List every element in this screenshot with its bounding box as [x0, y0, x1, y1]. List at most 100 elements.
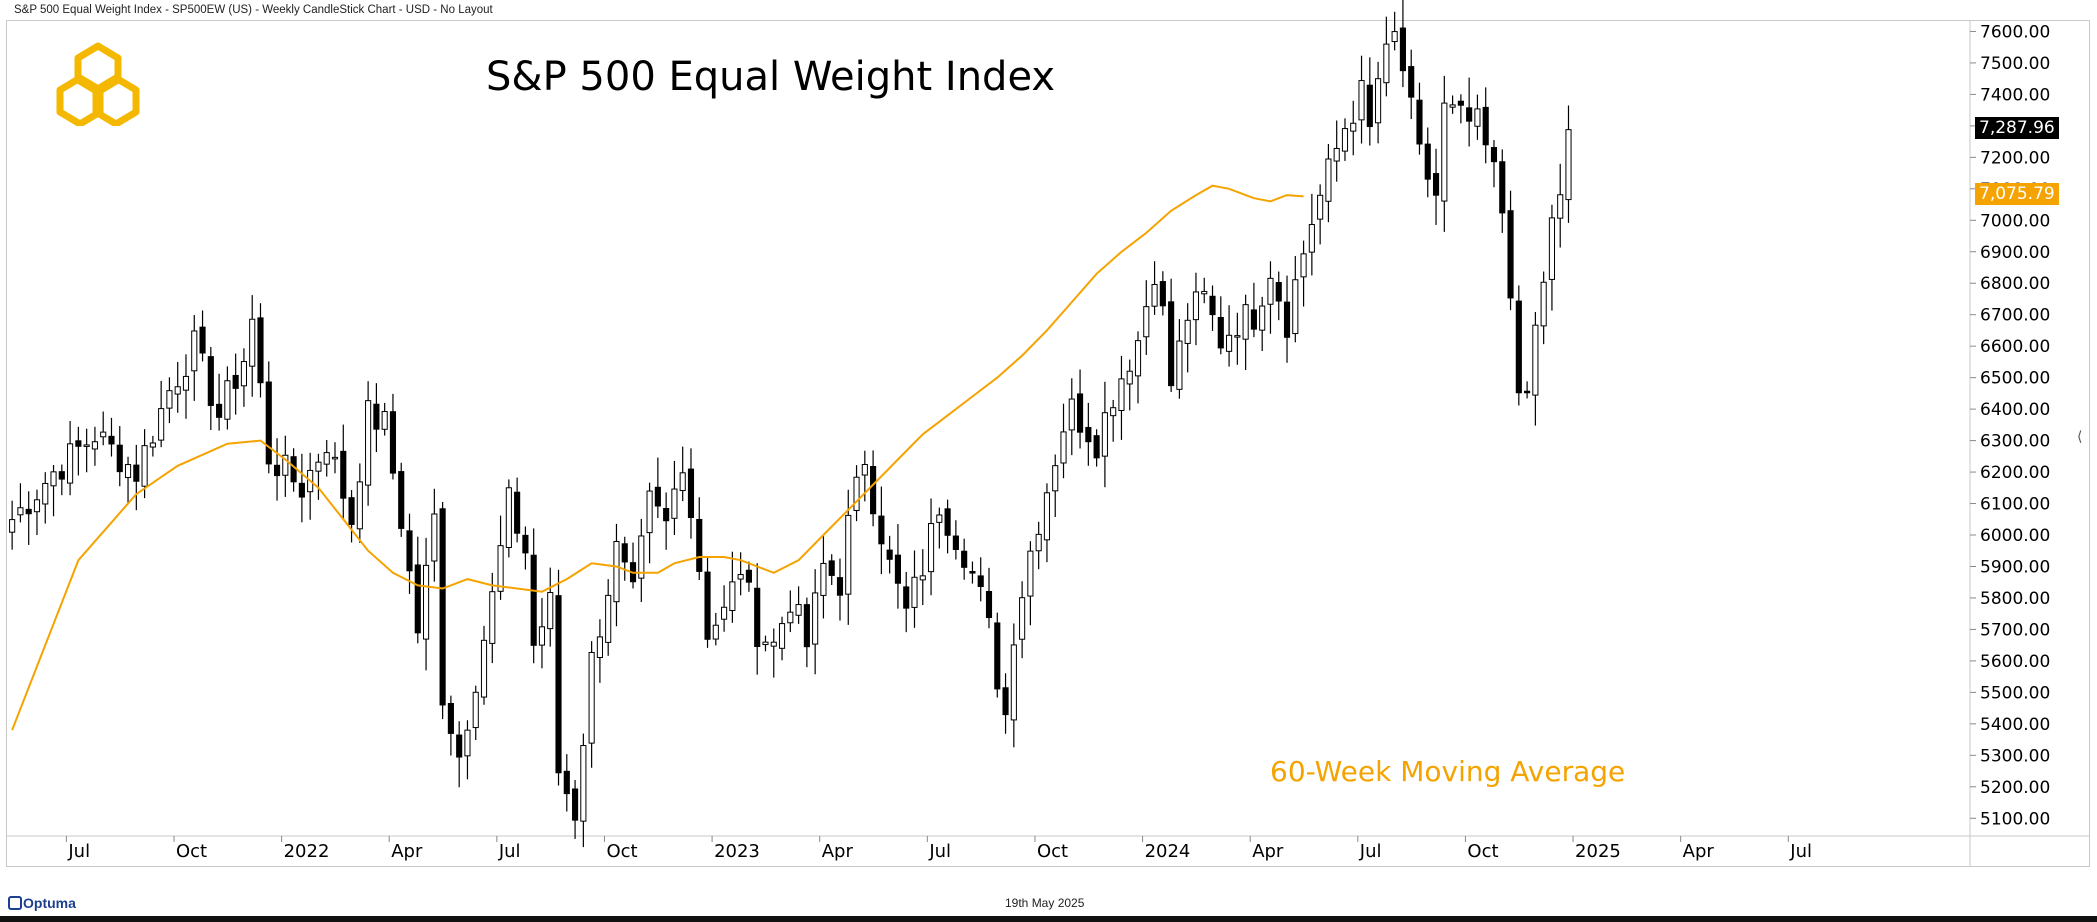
candle-down [952, 535, 959, 550]
candle-down [836, 577, 844, 596]
ma-value-badge: 7,075.79 [1975, 183, 2059, 206]
candle-down [663, 507, 670, 522]
chart-header: S&P 500 Equal Weight Index - SP500EW (US… [14, 4, 493, 16]
candle-down [870, 465, 877, 515]
candle-down [1499, 161, 1506, 214]
candle-up [762, 641, 769, 646]
y-tick-label: 5500.00 [1980, 683, 2050, 703]
candle-up [1101, 412, 1108, 457]
candle-up [1532, 324, 1539, 396]
candle-down [572, 788, 579, 821]
candle-up [282, 454, 289, 476]
candle-down [1466, 107, 1473, 122]
y-tick-label: 5800.00 [1980, 589, 2050, 609]
candle-up [1019, 597, 1026, 640]
candle-up [100, 431, 107, 438]
candle-up [356, 481, 363, 530]
candle-up [845, 514, 852, 595]
candle-up [1068, 398, 1075, 431]
candle-up [1300, 253, 1307, 278]
candle-up [911, 576, 918, 608]
candle-up [1325, 158, 1332, 202]
candle-down [373, 403, 380, 430]
candle-up [1118, 378, 1125, 411]
candle-down [944, 508, 951, 536]
candle-up [721, 606, 728, 620]
candle-up [124, 464, 132, 479]
candle-down [414, 564, 421, 634]
candle-down [199, 326, 206, 354]
candle-up [17, 507, 24, 516]
candle-up [1341, 128, 1349, 152]
candle-down [894, 554, 902, 584]
candle-up [646, 490, 653, 534]
chart-frame[interactable] [6, 20, 2090, 867]
candle-up [861, 463, 868, 476]
candle-up [505, 487, 512, 549]
x-tick-label: Jul [1789, 841, 1812, 862]
candle-down [977, 575, 984, 588]
candle-up [1474, 108, 1481, 127]
last-close-badge: 7,287.96 [1975, 116, 2059, 139]
candle-down [1424, 143, 1431, 180]
candle-down [340, 450, 347, 499]
candle-up [1052, 465, 1059, 492]
x-tick-label: Oct [1467, 841, 1498, 862]
chevron-left-icon[interactable]: ⟨ [2077, 428, 2083, 444]
candle-down [1093, 435, 1100, 459]
candle-up [1375, 78, 1382, 124]
y-tick-label: 6200.00 [1980, 463, 2050, 483]
candle-up [638, 535, 645, 579]
candle-up [778, 623, 786, 649]
y-tick-label: 5400.00 [1980, 715, 2050, 735]
candle-down [1283, 301, 1291, 338]
candle-up [605, 594, 612, 643]
candle-down [265, 381, 272, 465]
candle-up [249, 318, 256, 367]
chart-title: S&P 500 Equal Weight Index [486, 54, 1056, 100]
moving-average-line [11, 184, 1304, 731]
y-tick-label: 5700.00 [1980, 620, 2050, 640]
candle-up [820, 562, 827, 596]
candle-up [1540, 281, 1547, 327]
candle-down [654, 486, 661, 507]
y-tick-label: 7400.00 [1980, 85, 2050, 105]
candle-down [1490, 147, 1498, 163]
candle-up [365, 400, 372, 486]
candle-up [1027, 550, 1034, 597]
candle-down [514, 491, 521, 534]
candle-up [1035, 533, 1042, 552]
candle-up [1383, 43, 1390, 84]
x-tick-label: 2025 [1575, 841, 1621, 862]
candle-down [1524, 390, 1531, 394]
candle-down [903, 586, 910, 609]
candle-up [1234, 335, 1241, 338]
candle-up [1292, 279, 1299, 335]
candle-down [116, 444, 123, 473]
candle-down [257, 317, 264, 384]
candle-up [1350, 122, 1357, 132]
candle-down [961, 550, 968, 568]
candle-down [1250, 309, 1257, 330]
candle-up [331, 456, 339, 460]
candle-up [191, 330, 198, 372]
moving-average-label: 60-Week Moving Average [1270, 755, 1626, 788]
x-tick-label: Jul [928, 841, 951, 862]
y-tick-label: 6400.00 [1980, 400, 2050, 420]
candle-up [1010, 644, 1017, 721]
y-tick-label: 5200.00 [1980, 778, 2050, 798]
y-tick-label: 6500.00 [1980, 369, 2050, 389]
candle-down [25, 508, 32, 515]
y-tick-label: 7500.00 [1980, 54, 2050, 74]
candle-up [1333, 147, 1340, 162]
candle-down [108, 435, 115, 445]
candle-up [431, 513, 438, 562]
candle-up [1557, 194, 1564, 219]
candle-up [1184, 319, 1191, 344]
x-tick-label: Apr [1252, 841, 1284, 862]
x-tick-label: Jul [67, 841, 90, 862]
candle-up [422, 564, 430, 640]
candle-down [878, 515, 885, 545]
y-tick-label: 6700.00 [1980, 306, 2050, 326]
